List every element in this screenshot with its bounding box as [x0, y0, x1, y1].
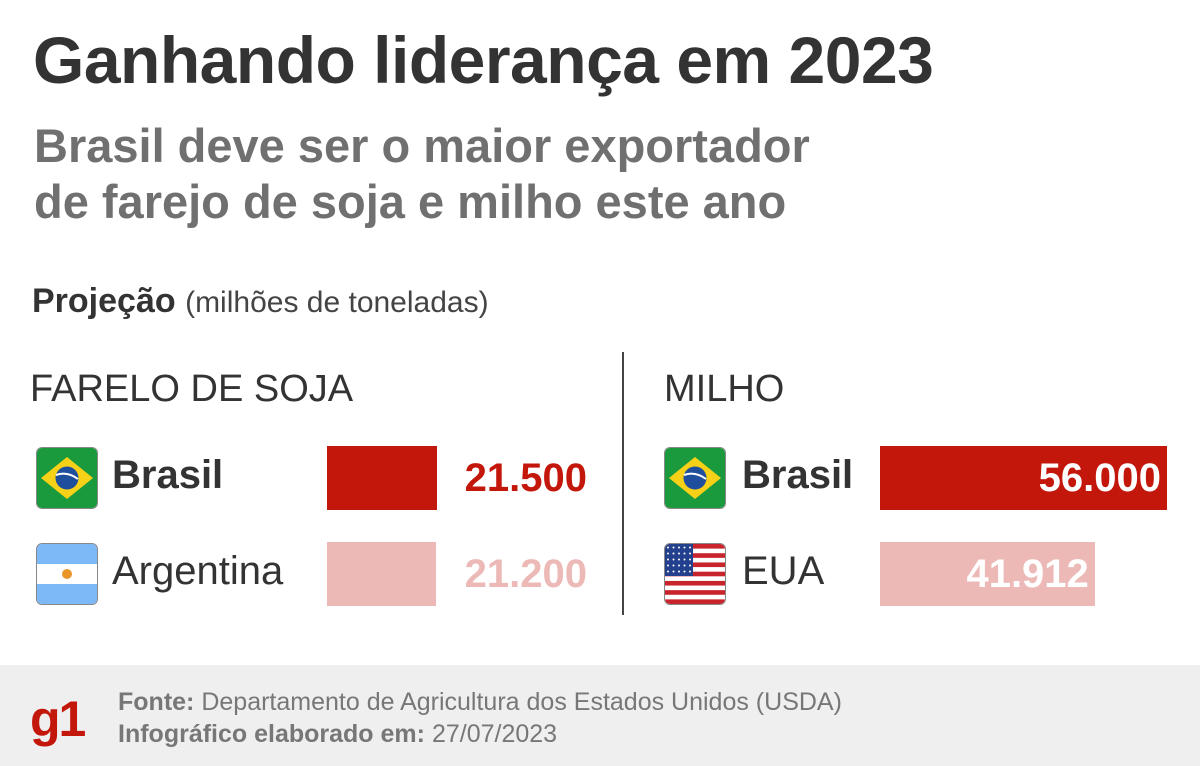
date-line: Infográfico elaborado em: 27/07/2023	[118, 720, 557, 749]
category-label: Brasil	[112, 453, 224, 497]
category-label: EUA	[742, 549, 825, 593]
divider	[622, 352, 624, 615]
date-label: Infográfico elaborado em:	[118, 720, 425, 748]
projection-label: Projeção	[32, 282, 176, 320]
value-label: 41.912	[966, 552, 1089, 596]
subtitle-line-2: de farejo de soja e milho este ano	[34, 175, 787, 228]
brazil-flag-icon	[664, 447, 726, 509]
bar	[327, 446, 438, 510]
source-line: Fonte: Departamento de Agricultura dos E…	[118, 688, 842, 717]
projection-heading: Projeção (milhões de toneladas)	[32, 282, 489, 321]
source-text: Departamento de Agricultura dos Estados …	[201, 688, 842, 716]
category-label: Brasil	[742, 453, 854, 497]
projection-unit: (milhões de toneladas)	[185, 286, 489, 319]
footer	[0, 665, 1200, 766]
panel-title-milho: MILHO	[664, 368, 785, 410]
title: Ganhando liderança em 2023	[33, 23, 934, 97]
date-text: 27/07/2023	[431, 720, 558, 748]
value-label: 21.200	[464, 552, 587, 596]
bar	[327, 542, 436, 606]
brazil-flag-icon	[36, 447, 98, 509]
value-label: 56.000	[1038, 456, 1161, 500]
usa-flag-icon	[664, 543, 726, 605]
source-label: Fonte:	[118, 688, 195, 716]
category-label: Argentina	[112, 549, 284, 593]
bar	[880, 446, 1167, 510]
subtitle: Brasil deve ser o maior exportador de fa…	[34, 118, 810, 230]
argentina-flag-icon	[36, 543, 98, 605]
g1-logo: g1	[30, 691, 86, 747]
subtitle-line-1: Brasil deve ser o maior exportador	[34, 119, 810, 172]
bar	[880, 542, 1095, 606]
value-label: 21.500	[464, 456, 587, 500]
panel-title-farelo: FARELO DE SOJA	[30, 368, 354, 410]
